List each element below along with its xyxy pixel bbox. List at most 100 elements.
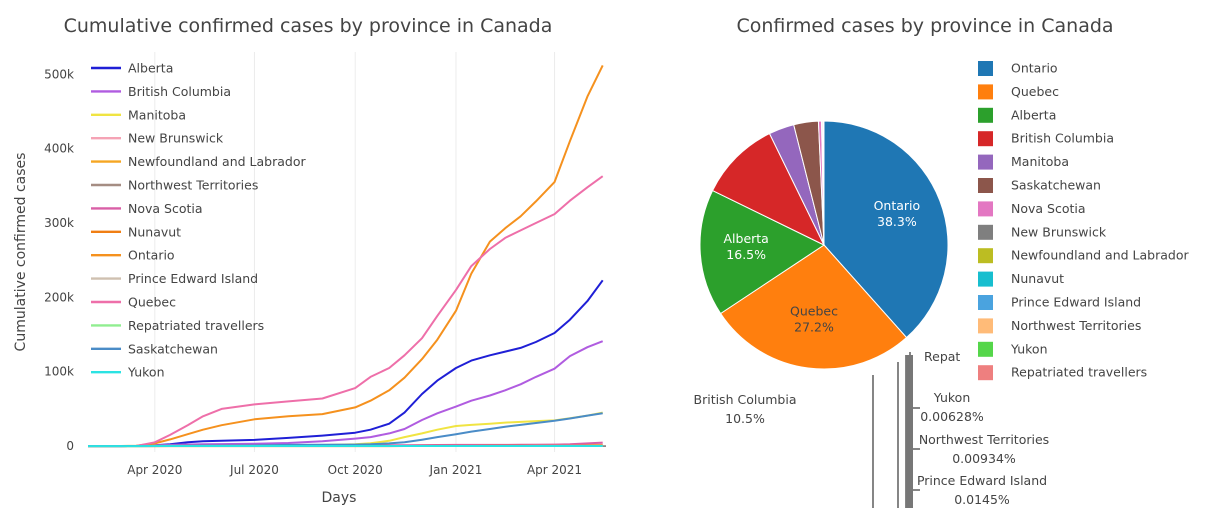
- legend-label: New Brunswick: [128, 131, 224, 146]
- pie-legend-item-manitoba[interactable]: Manitoba: [978, 154, 1069, 170]
- legend-item-british-columbia[interactable]: British Columbia: [91, 84, 231, 99]
- legend-swatch: [978, 248, 993, 264]
- pie-slice-british-columbia[interactable]: [711, 132, 826, 247]
- series-line-alberta: [88, 279, 604, 448]
- legend-label: Prince Edward Island: [1011, 295, 1141, 310]
- legend-label: Manitoba: [128, 107, 186, 122]
- pie-legend-item-nunavut[interactable]: Nunavut: [978, 271, 1064, 287]
- legend-item-prince-edward-island[interactable]: Prince Edward Island: [91, 271, 258, 286]
- x-axis-ticks: Apr 2020 Jul 2020 Oct 2020 Jan 2021 Apr 2021: [127, 463, 582, 477]
- line-series-group: [87, 64, 604, 448]
- legend-label: Repatriated travellers: [128, 318, 264, 333]
- pie-legend-item-british-columbia[interactable]: British Columbia: [978, 131, 1114, 147]
- pie-slices: [699, 120, 949, 370]
- legend-label: Manitoba: [1011, 154, 1069, 169]
- connector-bundle: [906, 355, 913, 508]
- slice-label-alberta: Alberta 16.5%: [723, 231, 768, 262]
- pie-legend-item-quebec[interactable]: Quebec: [978, 84, 1059, 100]
- y-tick-label: 400k: [44, 142, 74, 156]
- pie-legend-item-alberta[interactable]: Alberta: [978, 107, 1056, 123]
- legend-label: Saskatchewan: [128, 341, 218, 356]
- y-tick-label: 100k: [44, 365, 74, 379]
- legend-swatch: [978, 84, 993, 100]
- slice-label-british-columbia: British Columbia 10.5%: [694, 392, 797, 426]
- legend-label: Northwest Territories: [128, 178, 258, 193]
- series-line-ontario: [87, 64, 604, 448]
- legend-label: Newfoundland and Labrador: [1011, 248, 1189, 263]
- legend-swatch: [978, 178, 993, 193]
- slice-label-prince-edward-island: Prince Edward Island 0.0145%: [917, 473, 1047, 507]
- y-tick-label: 300k: [44, 216, 74, 230]
- pie-legend-item-new-brunswick[interactable]: New Brunswick: [978, 224, 1107, 240]
- legend-item-newfoundland-and-labrador[interactable]: Newfoundland and Labrador: [91, 154, 306, 169]
- legend-swatch: [978, 318, 993, 334]
- legend-item-ontario[interactable]: Ontario: [91, 248, 175, 263]
- legend-label: Ontario: [1011, 61, 1058, 76]
- legend-label: Quebec: [128, 295, 176, 310]
- legend-item-yukon[interactable]: Yukon: [91, 365, 165, 380]
- pie-legend-item-ontario[interactable]: Ontario: [978, 61, 1058, 77]
- slice-label-yukon: Yukon 0.00628%: [920, 390, 984, 424]
- legend-item-repatriated-travellers[interactable]: Repatriated travellers: [91, 318, 264, 333]
- legend-item-quebec[interactable]: Quebec: [91, 295, 176, 310]
- pie-chart-title: Confirmed cases by province in Canada: [736, 15, 1113, 37]
- legend-swatch: [978, 271, 993, 287]
- x-tick-label: Jan 2021: [429, 463, 483, 477]
- legend-label: Yukon: [1010, 341, 1048, 356]
- line-chart-legend[interactable]: Alberta British Columbia Manitoba New Bruns…: [91, 61, 306, 380]
- pie-legend-item-saskatchewan[interactable]: Saskatchewan: [978, 178, 1101, 194]
- legend-label: Quebec: [1011, 84, 1059, 99]
- line-chart: Cumulative confirmed cases by province i…: [13, 15, 606, 506]
- pie-label-connectors: [872, 352, 920, 508]
- legend-swatch: [978, 224, 993, 240]
- pie-chart-legend[interactable]: Ontario Quebec Alberta British Columbia Mani…: [978, 61, 1189, 381]
- pie-slice-quebec[interactable]: [719, 244, 908, 370]
- line-chart-gridlines: [154, 52, 556, 452]
- pie-legend-item-northwest-territories[interactable]: Northwest Territories: [978, 318, 1141, 334]
- legend-item-nunavut[interactable]: Nunavut: [91, 224, 181, 239]
- y-tick-label: 500k: [44, 67, 74, 81]
- legend-label: Newfoundland and Labrador: [128, 154, 306, 169]
- legend-label: Nova Scotia: [128, 201, 203, 216]
- y-axis-ticks: 0 100k 200k 300k 400k 500k: [44, 67, 74, 453]
- legend-swatch: [978, 131, 993, 147]
- legend-item-manitoba[interactable]: Manitoba: [91, 107, 186, 122]
- legend-label: Nunavut: [1011, 271, 1064, 286]
- pie-legend-item-nova-scotia[interactable]: Nova Scotia: [978, 201, 1086, 217]
- slice-label-repatriated-travellers: Repat: [924, 349, 960, 364]
- legend-swatch: [978, 295, 993, 310]
- x-tick-label: Apr 2020: [127, 463, 182, 477]
- slice-label-northwest-territories: Northwest Territories 0.00934%: [919, 432, 1049, 466]
- legend-label: Nova Scotia: [1011, 201, 1086, 216]
- x-axis-title: Days: [322, 490, 357, 506]
- legend-label: Alberta: [128, 61, 173, 76]
- x-tick-label: Jul 2020: [229, 463, 279, 477]
- legend-item-nova-scotia[interactable]: Nova Scotia: [91, 201, 203, 216]
- line-chart-title: Cumulative confirmed cases by province i…: [64, 15, 553, 37]
- x-tick-label: Apr 2021: [527, 463, 582, 477]
- legend-label: Saskatchewan: [1011, 178, 1101, 193]
- legend-label: British Columbia: [1011, 131, 1114, 146]
- pie-slice-ontario[interactable]: [823, 120, 949, 339]
- pie-slice-alberta[interactable]: [699, 189, 826, 315]
- slice-label-quebec: Quebec 27.2%: [790, 303, 838, 334]
- series-line-quebec: [88, 175, 604, 448]
- pie-legend-item-repatriated-travellers[interactable]: Repatriated travellers: [978, 365, 1147, 381]
- legend-item-alberta[interactable]: Alberta: [91, 61, 173, 76]
- slice-label-ontario: Ontario 38.3%: [874, 198, 921, 229]
- series-line-british-columbia: [88, 340, 604, 448]
- legend-label: Nunavut: [128, 224, 181, 239]
- legend-item-northwest-territories[interactable]: Northwest Territories: [91, 178, 258, 193]
- legend-item-new-brunswick[interactable]: New Brunswick: [91, 131, 224, 146]
- y-axis-title: Cumulative confirmed cases: [13, 153, 29, 352]
- legend-label: Prince Edward Island: [128, 271, 258, 286]
- legend-item-saskatchewan[interactable]: Saskatchewan: [91, 341, 218, 356]
- legend-swatch: [978, 341, 993, 357]
- legend-swatch: [978, 365, 993, 381]
- pie-chart: Confirmed cases by province in Canada On…: [694, 15, 1189, 508]
- pie-legend-item-prince-edward-island[interactable]: Prince Edward Island: [978, 295, 1141, 311]
- legend-label: Alberta: [1011, 107, 1056, 122]
- pie-legend-item-yukon[interactable]: Yukon: [978, 341, 1048, 357]
- pie-legend-item-newfoundland-and-labrador[interactable]: Newfoundland and Labrador: [978, 248, 1189, 264]
